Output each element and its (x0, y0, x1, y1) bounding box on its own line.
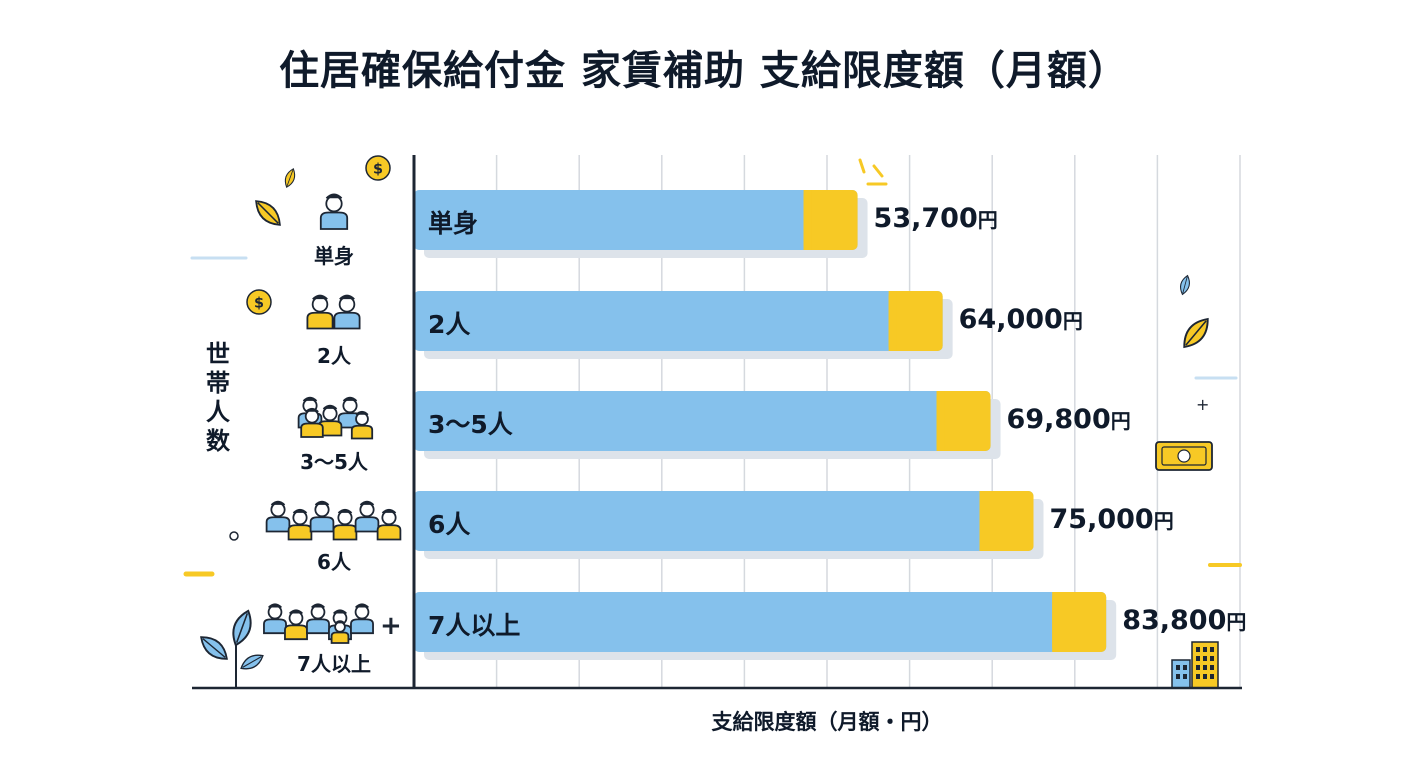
sparkle-icon (858, 158, 866, 174)
bar (414, 291, 943, 351)
person-icon (332, 508, 358, 541)
leaf-icon (255, 200, 281, 226)
bar-accent (888, 291, 943, 351)
person-icon (319, 193, 349, 230)
category-icons: + (263, 193, 402, 644)
leaf-icon (240, 654, 264, 670)
person-icon (350, 603, 374, 635)
bar-accent (1052, 592, 1107, 652)
bar-accent (936, 391, 991, 451)
bar-accent (803, 190, 858, 250)
sparkle-icon (872, 164, 884, 178)
bar-label: 2人 (428, 310, 471, 339)
bar (414, 190, 858, 250)
plus-decoration: + (1196, 395, 1209, 414)
category-label: 6人 (317, 550, 351, 574)
value-label: 75,000円 (1049, 504, 1174, 535)
decorations: $ $ + (183, 155, 1242, 689)
leaf-icon (232, 609, 252, 647)
svg-text:$: $ (254, 295, 264, 311)
bar-accent-edge (936, 391, 945, 451)
category-label: 7人以上 (297, 652, 371, 676)
leaf-icon (284, 168, 296, 188)
chart-title: 住居確保給付金 家賃補助 支給限度額（月額） (279, 48, 1129, 94)
person-icon (354, 500, 380, 533)
value-label: 53,700円 (873, 203, 998, 234)
bar (414, 491, 1034, 551)
bars (414, 190, 1117, 660)
dot-decoration (229, 531, 239, 541)
person-icon (376, 508, 402, 541)
value-label: 69,800円 (1006, 404, 1131, 435)
leaf-icon (200, 636, 228, 660)
x-axis-label: 支給限度額（月額・円） (711, 710, 943, 734)
person-icon (284, 609, 308, 641)
value-label: 64,000円 (958, 304, 1083, 335)
bar-label: 7人以上 (428, 611, 521, 640)
svg-text:$: $ (373, 161, 383, 177)
person-icon (306, 294, 334, 330)
category-label: 3〜5人 (300, 450, 368, 474)
bar-label: 6人 (428, 510, 471, 539)
person-icon (300, 407, 324, 438)
bar-accent-edge (888, 291, 897, 351)
bar-accent (979, 491, 1034, 551)
bar (414, 592, 1107, 652)
person-icon (306, 603, 330, 635)
category-label: 2人 (317, 344, 351, 368)
y-axis-label: 世帯人数 (206, 340, 230, 455)
leaf-icon (1183, 317, 1209, 349)
coin-icon: $ (365, 155, 391, 181)
coin-icon: $ (246, 289, 272, 315)
leaf-icon (1180, 274, 1190, 296)
bar-accent-edge (979, 491, 988, 551)
category-label: 単身 (314, 244, 354, 268)
plus-icon: + (380, 611, 402, 641)
person-icon (287, 508, 313, 541)
bar-label: 3〜5人 (428, 410, 513, 439)
person-icon (265, 500, 291, 533)
person-icon (330, 620, 350, 644)
bar (414, 391, 991, 451)
building-icon (1171, 641, 1219, 689)
person-icon (333, 294, 361, 330)
person-icon (309, 500, 335, 533)
person-icon (350, 410, 374, 440)
bar-accent-edge (803, 190, 812, 250)
person-icon (263, 603, 287, 635)
bar-accent-edge (1052, 592, 1061, 652)
banknote-icon (1155, 441, 1213, 471)
value-label: 83,800円 (1122, 605, 1247, 636)
bar-label: 単身 (428, 209, 479, 238)
